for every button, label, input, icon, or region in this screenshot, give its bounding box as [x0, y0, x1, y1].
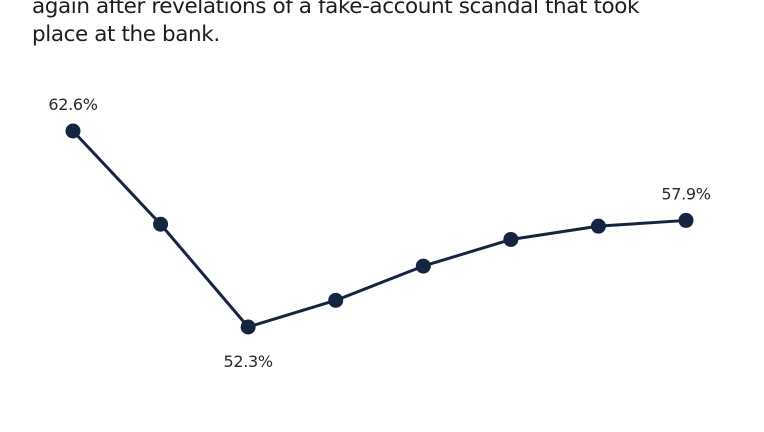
point [415, 258, 431, 274]
point [503, 231, 519, 247]
point [328, 292, 344, 308]
value-label: 62.6% [48, 95, 97, 114]
value-label: 57.9% [661, 184, 710, 203]
line [71, 129, 687, 329]
point [678, 212, 694, 228]
value-label: 52.3% [223, 352, 272, 371]
point [240, 319, 256, 335]
point [153, 216, 169, 232]
point [65, 123, 81, 139]
chart-subtitle: again after revelations of a fake-accoun… [32, 0, 640, 47]
point [590, 218, 606, 234]
